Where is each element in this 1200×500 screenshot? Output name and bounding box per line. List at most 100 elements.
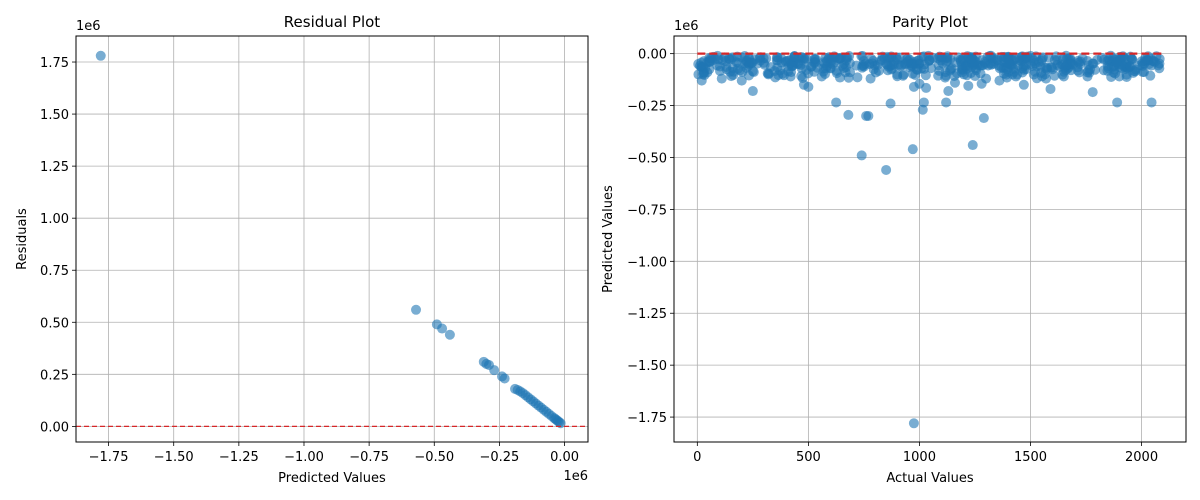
y-tick-label: 1.75 (40, 56, 69, 71)
data-point (1058, 71, 1069, 82)
data-point (1112, 97, 1123, 108)
data-point (907, 144, 918, 155)
data-point (863, 110, 874, 121)
data-point (866, 53, 877, 64)
data-point (943, 86, 954, 97)
data-point (1089, 64, 1100, 75)
data-point (1149, 56, 1160, 67)
data-point (1012, 69, 1023, 80)
data-point (958, 69, 969, 80)
data-point (933, 70, 944, 81)
data-point (816, 71, 827, 82)
y-tick-label: −0.25 (627, 100, 667, 115)
data-point (716, 73, 727, 84)
data-point (499, 373, 510, 384)
y-tick-label: 1.25 (40, 160, 69, 175)
data-point (981, 73, 992, 84)
data-point (1040, 62, 1051, 73)
x-tick-label: 500 (796, 450, 821, 465)
data-point (489, 365, 500, 376)
data-point (726, 71, 737, 82)
data-point (1136, 56, 1147, 67)
x-tick-label: 2000 (1125, 450, 1158, 465)
y-tick-label: 0.50 (40, 316, 69, 331)
y-axis-label: Predicted Values (601, 185, 616, 293)
data-point (763, 69, 774, 80)
x-tick-label: 1000 (903, 450, 936, 465)
data-point (1146, 97, 1157, 108)
x-tick-label: −1.50 (154, 450, 194, 465)
data-point (1126, 53, 1137, 64)
x-tick-label: −1.25 (219, 450, 259, 465)
data-point (885, 98, 896, 109)
data-point (777, 68, 788, 79)
y-tick-label: 0.00 (40, 420, 69, 435)
data-point (95, 50, 106, 61)
data-point (865, 73, 876, 84)
chart-title: Residual Plot (284, 13, 381, 31)
data-point (967, 140, 978, 151)
y-offset-text: 1e6 (674, 19, 699, 34)
parity-plot: 0 500 1000 1500 2000 0.00 −0.25 −0.50 −0.75 −1.00… (601, 13, 1187, 486)
data-point (1037, 53, 1048, 64)
data-point (1092, 54, 1103, 65)
data-point (1041, 73, 1052, 84)
data-point (928, 52, 939, 63)
data-point (696, 57, 707, 68)
data-point (785, 71, 796, 82)
data-point (759, 59, 770, 70)
y-tick-label: 1.50 (40, 108, 69, 123)
data-point (914, 78, 925, 89)
x-axis-label: Actual Values (886, 471, 974, 486)
data-point (555, 418, 566, 429)
data-point (908, 418, 919, 429)
data-point (1018, 79, 1029, 90)
data-point (1114, 71, 1125, 82)
data-point (919, 63, 930, 74)
data-point (411, 304, 422, 315)
data-point (706, 52, 717, 63)
data-point (844, 58, 855, 69)
data-point (720, 56, 731, 67)
data-point (988, 53, 999, 64)
data-point (1028, 55, 1039, 66)
data-point (873, 65, 884, 76)
x-tick-label: 0.00 (550, 450, 579, 465)
data-point (903, 56, 914, 67)
y-axis-label: Residuals (15, 208, 30, 270)
data-point (827, 54, 838, 65)
data-point (819, 58, 830, 69)
data-point (736, 75, 747, 86)
data-point (918, 97, 929, 108)
y-tick-label: −1.00 (627, 255, 667, 270)
residual-plot: −1.75 −1.50 −1.25 −1.00 −0.75 −0.50 −0.25 0.00 0… (15, 13, 589, 486)
data-point (1087, 87, 1098, 98)
data-point (941, 97, 952, 108)
y-tick-label: −1.50 (627, 359, 667, 374)
x-tick-label: −0.75 (349, 450, 389, 465)
y-tick-label: −1.25 (627, 307, 667, 322)
data-point (1031, 73, 1042, 84)
y-tick-label: 1.00 (40, 212, 69, 227)
x-offset-text: 1e6 (563, 469, 588, 484)
y-tick-label: 0.25 (40, 368, 69, 383)
chart-title: Parity Plot (892, 13, 968, 31)
data-point (798, 52, 809, 63)
data-point (978, 113, 989, 124)
data-point (1020, 60, 1031, 71)
data-point (747, 86, 758, 97)
data-point (1002, 63, 1013, 74)
data-point (963, 80, 974, 91)
data-point (1111, 56, 1122, 67)
data-point (892, 69, 903, 80)
data-point (437, 323, 448, 334)
plot-frame (75, 35, 589, 443)
data-point (1045, 83, 1056, 94)
y-tick-label: −0.75 (627, 203, 667, 218)
data-point (882, 65, 893, 76)
data-point (858, 59, 869, 70)
data-point (798, 79, 809, 90)
data-point (1098, 65, 1109, 76)
x-tick-label: −1.00 (284, 450, 324, 465)
data-point (745, 57, 756, 68)
